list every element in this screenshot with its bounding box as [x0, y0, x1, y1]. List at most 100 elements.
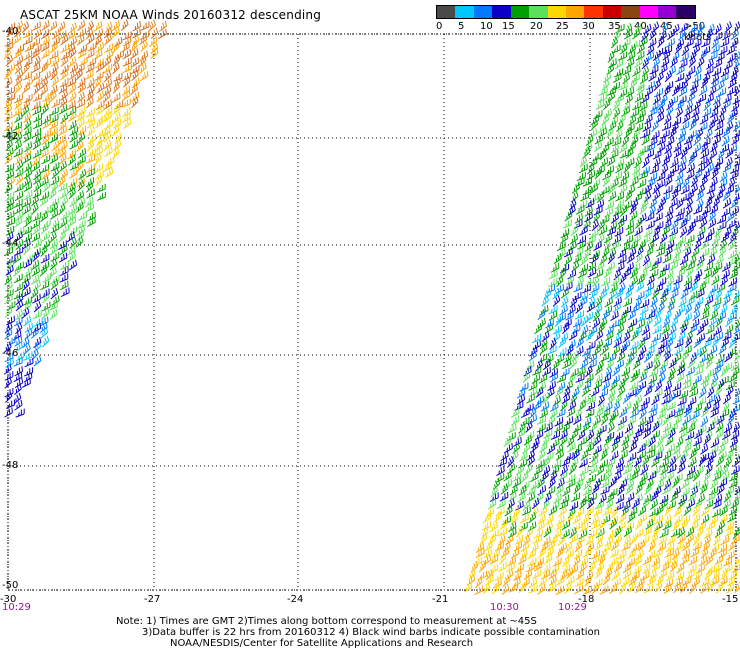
wind-barb [39, 264, 48, 277]
wind-barb [59, 78, 69, 88]
wind-barb [590, 118, 599, 131]
wind-barb [614, 502, 624, 512]
wind-barb [622, 500, 631, 512]
wind-barb [551, 459, 561, 469]
wind-barb [645, 315, 653, 327]
wind-barb [22, 300, 32, 312]
wind-barb [680, 184, 690, 195]
legend-swatch [492, 6, 511, 18]
wind-barb [598, 553, 606, 566]
lat-label: -50 [2, 580, 19, 591]
wind-barb [49, 258, 58, 271]
wind-barb [665, 169, 675, 180]
wind-barb [51, 98, 61, 108]
wind-barb [536, 415, 547, 425]
wind-barb [689, 415, 698, 428]
wind-barb [32, 92, 42, 102]
wind-barb [22, 62, 30, 75]
wind-barb [96, 91, 105, 103]
wind-barb [644, 113, 653, 125]
wind-barb [730, 197, 739, 209]
wind-barb [708, 210, 716, 222]
wind-barb [591, 483, 600, 495]
wind-barb [629, 267, 638, 279]
wind-barb [559, 499, 569, 510]
wind-barb [538, 575, 547, 587]
wind-barb [528, 584, 538, 594]
wind-barb [132, 28, 141, 39]
wind-barb [677, 95, 687, 106]
wind-barb [648, 71, 657, 82]
lon-label: -27 [144, 594, 161, 605]
wind-barb [550, 500, 560, 511]
wind-barb [22, 82, 31, 94]
wind-barb [537, 477, 545, 489]
wind-barb [620, 171, 630, 182]
wind-barb [638, 513, 647, 524]
wind-barb [528, 414, 538, 425]
wind-barb [621, 441, 629, 453]
wind-barb [662, 253, 672, 264]
wind-barb [591, 582, 600, 595]
wind-barb [76, 111, 85, 122]
wind-barb [114, 100, 124, 110]
wind-barb [534, 429, 544, 441]
wind-barb [590, 420, 598, 433]
wind-barb [593, 478, 602, 491]
wind-barb [600, 413, 609, 426]
wind-barb [111, 20, 121, 32]
wind-barb [633, 297, 642, 309]
wind-barb [614, 93, 624, 104]
wind-barb [673, 275, 683, 285]
wind-barb [666, 104, 674, 117]
wind-barb [31, 232, 41, 243]
wind-barb [645, 80, 655, 91]
wind-barb [49, 308, 58, 320]
wind-barb [678, 86, 688, 97]
wind-barb [580, 494, 590, 504]
wind-barb [621, 135, 629, 147]
wind-barb [692, 513, 701, 525]
legend-tick: 15 [502, 21, 515, 32]
wind-barb [518, 521, 528, 532]
wind-barb [623, 526, 632, 538]
wind-barb [617, 248, 627, 259]
wind-barb [607, 393, 615, 405]
wind-barb [638, 212, 647, 224]
wind-barb [584, 373, 594, 384]
wind-barb [33, 83, 41, 95]
wind-barb [731, 134, 740, 146]
wind-barb [22, 197, 31, 208]
wind-barb [550, 262, 560, 273]
wind-barb [15, 226, 25, 236]
wind-barb [582, 547, 592, 558]
wind-barb [678, 390, 689, 400]
wind-barb [594, 539, 603, 551]
wind-barb [51, 295, 60, 306]
wind-barb [579, 466, 589, 476]
wind-barb [548, 535, 558, 546]
wind-barb [619, 582, 627, 595]
wind-barb [608, 58, 617, 69]
wind-barb [627, 511, 636, 523]
wind-barb [629, 408, 639, 419]
wind-barb [679, 23, 688, 33]
wind-barb [684, 336, 693, 348]
wind-barb [12, 330, 22, 341]
wind-barb [560, 232, 569, 244]
wind-barb [604, 207, 614, 218]
wind-barb [15, 210, 24, 222]
wind-barb [77, 126, 87, 136]
wind-barb [671, 548, 680, 561]
wind-barb [664, 548, 674, 558]
wind-barb [575, 204, 585, 215]
wind-barb [23, 351, 33, 361]
wind-barb [726, 112, 735, 125]
wind-barb [554, 386, 564, 398]
wind-barb [547, 582, 557, 593]
wind-barb [601, 114, 610, 126]
wind-barb [500, 450, 509, 462]
wind-barb [609, 518, 617, 530]
wind-barb [615, 493, 625, 504]
wind-barb [5, 225, 15, 236]
